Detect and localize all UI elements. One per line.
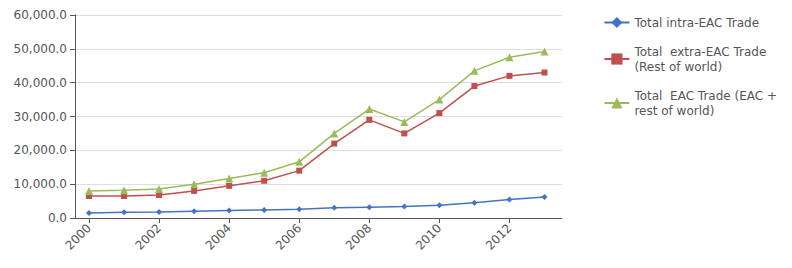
svg-text:2002: 2002: [133, 221, 164, 252]
svg-text:Total intra-EAC Trade: Total intra-EAC Trade: [633, 16, 759, 30]
svg-text:2010: 2010: [413, 221, 444, 252]
svg-text:20,000.0: 20,000.0: [14, 143, 67, 157]
svg-text:(Rest of world): (Rest of world): [634, 60, 722, 74]
svg-text:10,000.0: 10,000.0: [14, 177, 67, 191]
svg-text:2008: 2008: [343, 221, 374, 252]
svg-text:Total extra-EAC Trade: Total extra-EAC Trade: [633, 45, 766, 59]
svg-text:0.0: 0.0: [48, 211, 67, 225]
svg-text:rest of world): rest of world): [634, 104, 714, 118]
svg-text:2004: 2004: [203, 221, 234, 252]
svg-text:30,000.0: 30,000.0: [14, 110, 67, 124]
svg-text:50,000.0: 50,000.0: [14, 42, 67, 56]
svg-text:60,000.0: 60,000.0: [14, 8, 67, 22]
svg-text:2006: 2006: [273, 221, 304, 252]
svg-text:Total EAC Trade (EAC +: Total EAC Trade (EAC +: [633, 89, 777, 103]
svg-text:2000: 2000: [62, 221, 93, 252]
svg-text:2012: 2012: [483, 221, 514, 252]
svg-text:40,000.0: 40,000.0: [14, 76, 67, 90]
